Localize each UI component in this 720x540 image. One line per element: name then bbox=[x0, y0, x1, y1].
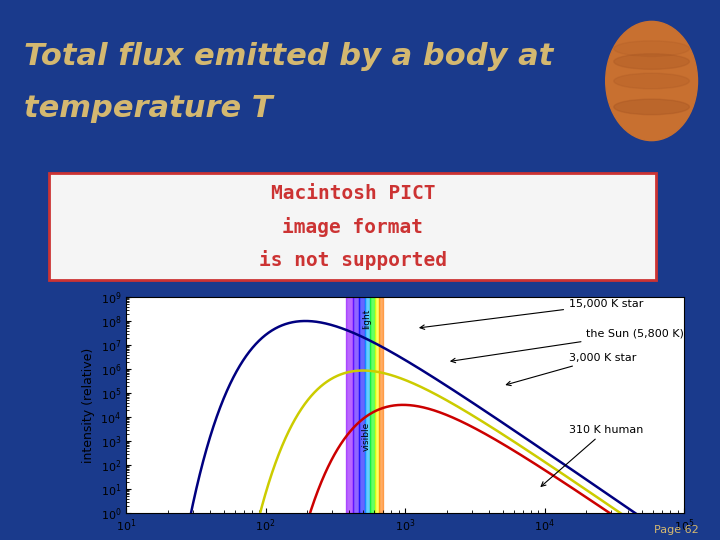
Text: Total flux emitted by a body at: Total flux emitted by a body at bbox=[24, 42, 553, 71]
Ellipse shape bbox=[614, 99, 690, 114]
Text: 310 K human: 310 K human bbox=[541, 424, 644, 487]
Text: 3,000 K star: 3,000 K star bbox=[506, 353, 636, 386]
Bar bbox=[365, 297, 370, 513]
Text: 15,000 K star: 15,000 K star bbox=[420, 299, 644, 329]
Ellipse shape bbox=[614, 41, 690, 56]
Bar bbox=[370, 297, 375, 513]
Ellipse shape bbox=[614, 73, 690, 89]
Text: light: light bbox=[362, 309, 371, 329]
Bar bbox=[354, 297, 359, 513]
Text: visible: visible bbox=[362, 422, 371, 451]
Bar bbox=[379, 297, 383, 513]
Text: Page 62: Page 62 bbox=[654, 524, 698, 535]
Ellipse shape bbox=[614, 54, 690, 69]
Bar bbox=[375, 297, 379, 513]
Text: temperature T: temperature T bbox=[24, 94, 272, 123]
Bar bbox=[346, 297, 354, 513]
Bar bbox=[359, 297, 365, 513]
Ellipse shape bbox=[606, 22, 698, 140]
Text: the Sun (5,800 K): the Sun (5,800 K) bbox=[451, 328, 685, 363]
Y-axis label: intensity (relative): intensity (relative) bbox=[82, 347, 95, 463]
FancyBboxPatch shape bbox=[50, 173, 656, 280]
Text: Macintosh PICT: Macintosh PICT bbox=[271, 184, 435, 203]
Text: is not supported: is not supported bbox=[258, 250, 447, 270]
Text: image format: image format bbox=[282, 217, 423, 237]
